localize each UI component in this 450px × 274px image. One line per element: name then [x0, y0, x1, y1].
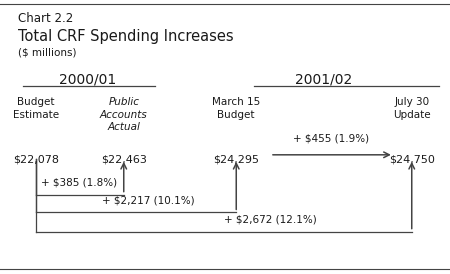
Text: $24,295: $24,295 — [213, 155, 259, 165]
Text: ($ millions): ($ millions) — [18, 48, 76, 58]
Text: $24,750: $24,750 — [389, 155, 435, 165]
Text: 2000/01: 2000/01 — [59, 73, 117, 87]
Text: + $2,672 (12.1%): + $2,672 (12.1%) — [224, 215, 316, 225]
Text: 2001/02: 2001/02 — [295, 73, 353, 87]
Text: March 15
Budget: March 15 Budget — [212, 97, 261, 120]
Text: Total CRF Spending Increases: Total CRF Spending Increases — [18, 29, 234, 44]
Text: Budget
Estimate: Budget Estimate — [13, 97, 59, 120]
Text: Public
Accounts
Actual: Public Accounts Actual — [100, 97, 148, 132]
Text: July 30
Update: July 30 Update — [393, 97, 431, 120]
Text: Chart 2.2: Chart 2.2 — [18, 12, 73, 25]
Text: $22,078: $22,078 — [13, 155, 59, 165]
Text: + $2,217 (10.1%): + $2,217 (10.1%) — [102, 196, 195, 206]
Text: $22,463: $22,463 — [101, 155, 147, 165]
Text: + $455 (1.9%): + $455 (1.9%) — [292, 134, 369, 144]
Text: + $385 (1.8%): + $385 (1.8%) — [40, 178, 117, 188]
